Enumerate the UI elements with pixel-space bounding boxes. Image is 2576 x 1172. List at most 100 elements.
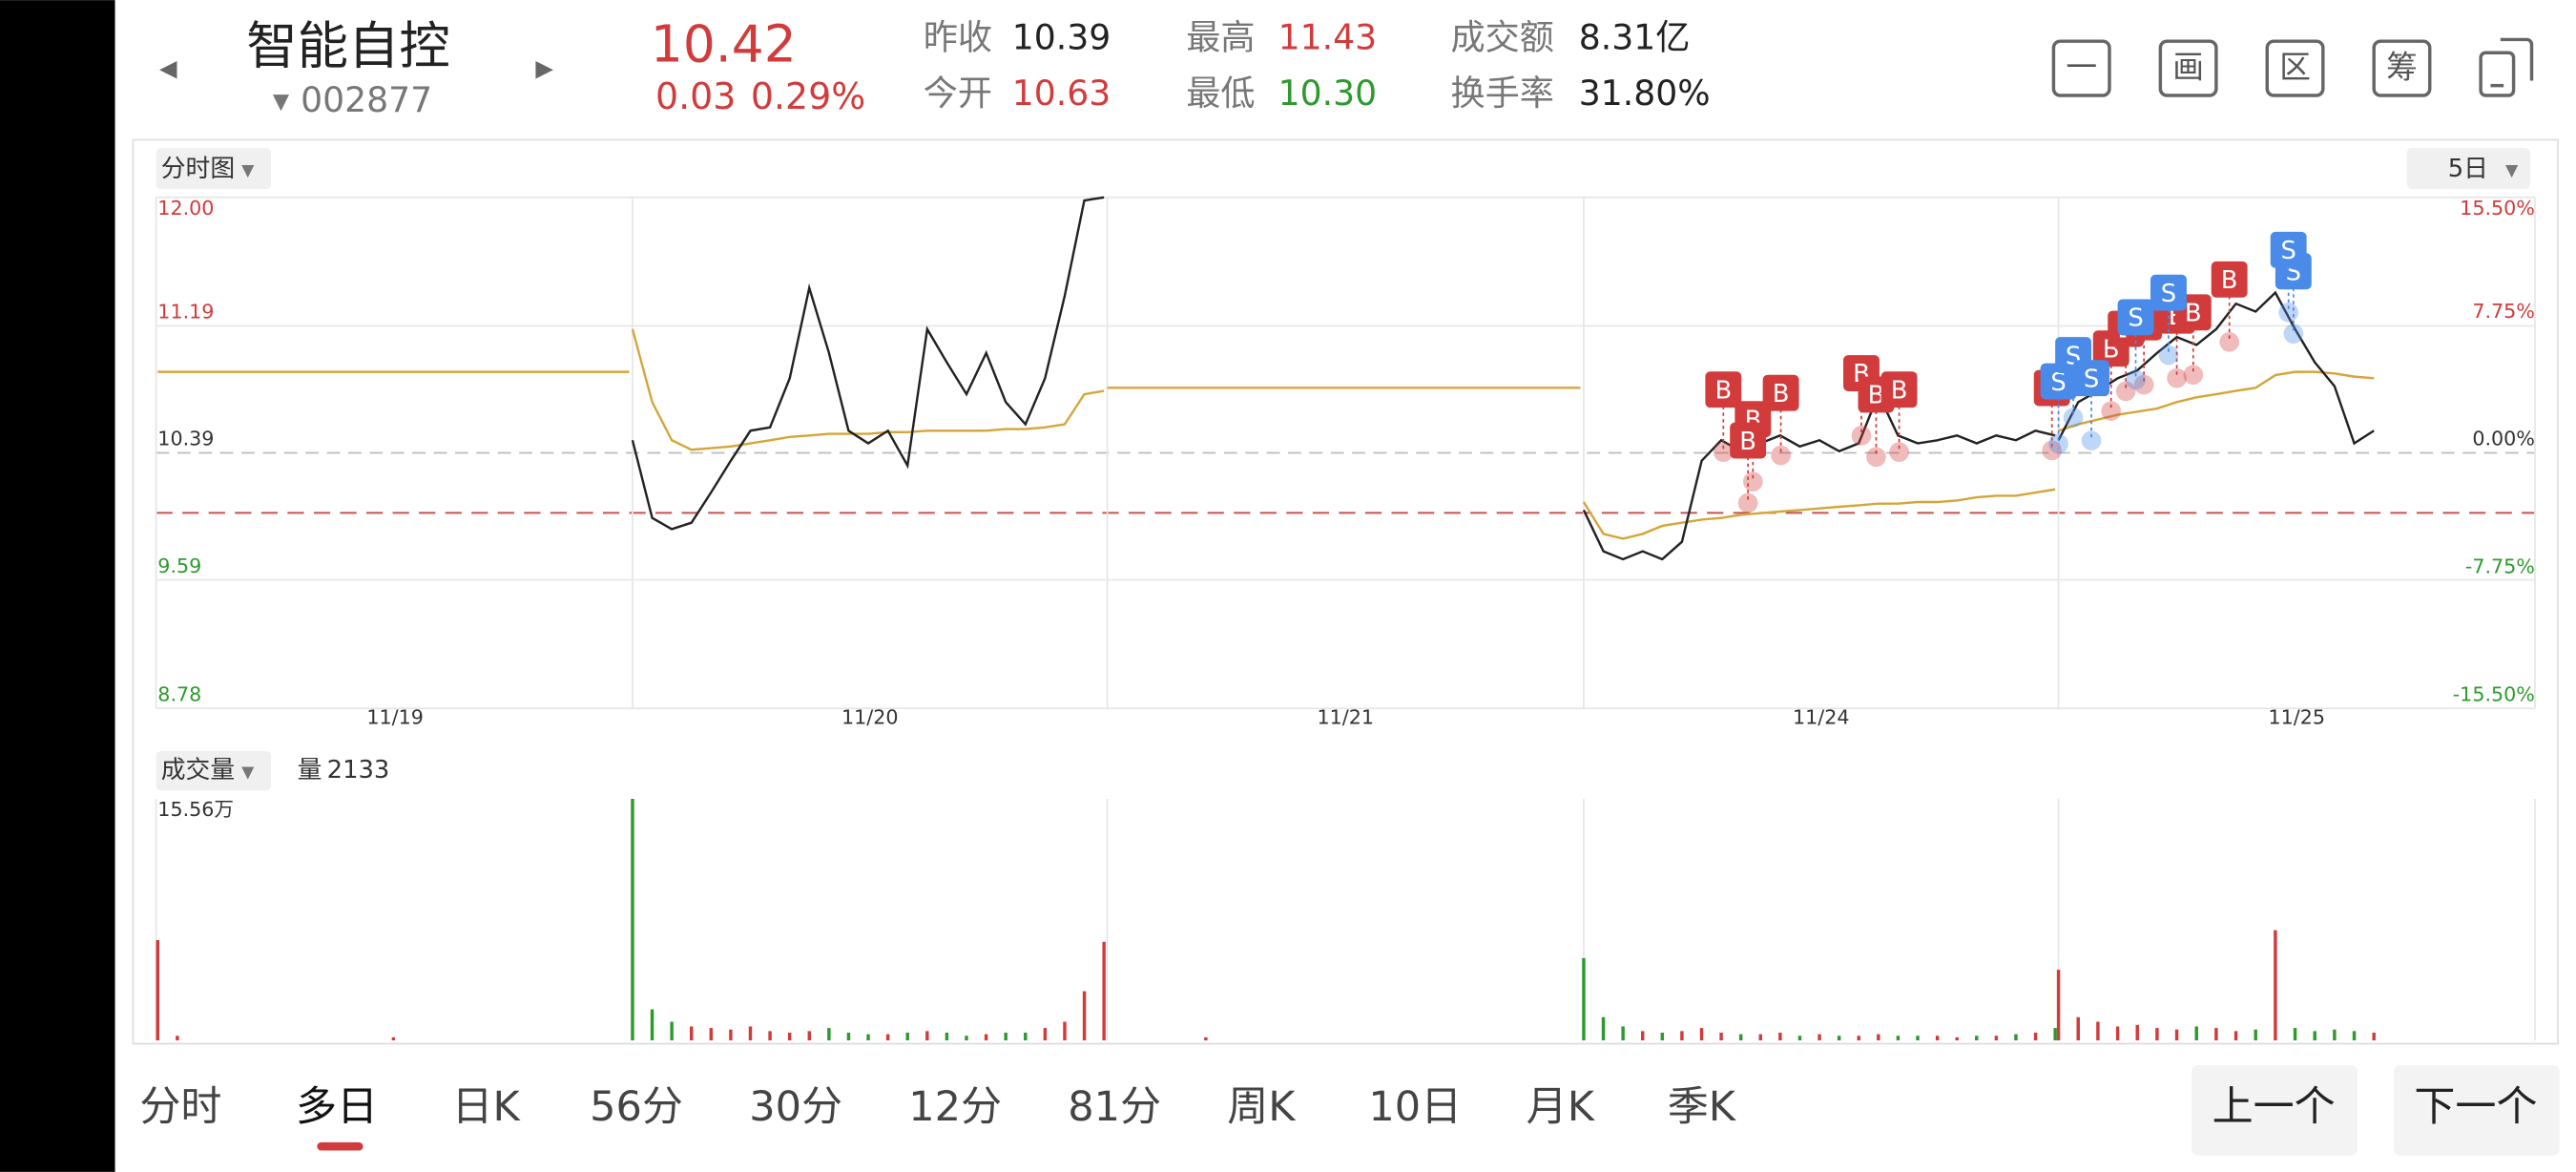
tool-button[interactable]: [2265, 39, 2325, 97]
volume-bar: [2254, 1029, 2257, 1041]
trade-marker[interactable]: [2117, 299, 2154, 336]
average-line: [1582, 488, 2056, 540]
tool-button[interactable]: [2158, 39, 2218, 97]
price-line: [2057, 290, 2375, 446]
marker-label: S: [2050, 368, 2066, 397]
marker-label: B: [1739, 428, 1756, 456]
period-button[interactable]: [2406, 148, 2530, 190]
tab[interactable]: 季K: [1668, 1083, 1737, 1131]
average-line: [631, 328, 1105, 451]
period-label: 5日: [2448, 155, 2488, 183]
trade-marker[interactable]: [1762, 374, 1799, 411]
stat-label: 昨收: [924, 16, 992, 57]
stat-value: 8.31亿: [1579, 16, 1691, 57]
tab[interactable]: 日K: [452, 1083, 522, 1131]
tab[interactable]: 月K: [1527, 1083, 1596, 1131]
volume-bar: [2115, 1026, 2120, 1041]
stat-label: 最高: [1186, 16, 1255, 57]
volume-bar: [1916, 1036, 1920, 1041]
trade-marker[interactable]: [2270, 231, 2307, 268]
next-arrow[interactable]: ▶: [535, 54, 553, 81]
volume-bar: [1877, 1034, 1880, 1041]
day-label: 11/21: [1318, 706, 1375, 729]
trade-marker[interactable]: [2073, 360, 2109, 397]
volume-bar: [2155, 1028, 2159, 1041]
volume-bar: [1719, 1032, 1723, 1041]
nav-button-label: 上一个: [2212, 1083, 2336, 1131]
trade-marker[interactable]: [2150, 274, 2187, 311]
marker-dot: [1866, 447, 1886, 468]
marker-dot: [2063, 408, 2084, 428]
tab[interactable]: 81分: [1068, 1083, 1161, 1131]
day-label: 11/24: [1793, 706, 1850, 729]
volume-bar: [945, 1032, 949, 1041]
chart-panel: [132, 138, 2559, 1045]
marker-label: S: [2280, 237, 2296, 265]
volume-label: 量: [298, 756, 322, 785]
trade-marker[interactable]: [2211, 261, 2248, 298]
tab[interactable]: 30分: [749, 1083, 842, 1131]
volume-bar: [1660, 1032, 1665, 1041]
trade-marker[interactable]: [1730, 422, 1767, 459]
tab[interactable]: 56分: [590, 1083, 683, 1131]
y-tick-label: 8.78: [157, 683, 201, 706]
tab[interactable]: 分时: [139, 1083, 221, 1131]
marker-label: B: [2185, 300, 2202, 328]
prev-arrow[interactable]: ◀: [159, 54, 177, 81]
tab[interactable]: 12分: [908, 1083, 1002, 1131]
mode-label: 分时图: [161, 155, 235, 183]
volume-bar: [631, 798, 634, 1041]
change: 0.03: [655, 75, 736, 117]
stat-value: 11.43: [1278, 16, 1378, 57]
volume-bar: [2096, 1021, 2100, 1041]
volume-bar: [1818, 1034, 1821, 1041]
trade-marker[interactable]: [1880, 371, 1918, 408]
volume-bar: [1935, 1036, 1940, 1041]
volume-bar: [2313, 1031, 2316, 1041]
phone-icon[interactable]: [2479, 37, 2534, 97]
volume-bar: [650, 1009, 654, 1041]
volume-bar: [2194, 1026, 2198, 1041]
volume-bar: [670, 1021, 674, 1041]
tool-button[interactable]: [2051, 39, 2111, 97]
marker-dot: [1771, 445, 1791, 466]
volume-button[interactable]: [156, 751, 272, 791]
marker-dot: [2133, 374, 2154, 395]
code-caret[interactable]: ▼: [273, 89, 290, 114]
volume-bar: [2233, 1031, 2238, 1041]
prev-button[interactable]: [2192, 1064, 2358, 1156]
volume-bar: [984, 1034, 988, 1041]
price: 10.42: [651, 14, 797, 74]
marker-dot: [1851, 426, 1872, 446]
next-button[interactable]: [2393, 1064, 2560, 1156]
volume-bar: [768, 1031, 772, 1041]
marker-dot: [2183, 365, 2204, 386]
marker-dot: [1737, 492, 1758, 513]
volume-bar: [2135, 1024, 2139, 1041]
tab[interactable]: 周K: [1227, 1083, 1297, 1131]
tab[interactable]: 多日: [296, 1083, 378, 1131]
trade-marker[interactable]: [1705, 371, 1742, 408]
mode-button[interactable]: [156, 148, 272, 190]
tool-button[interactable]: [2372, 39, 2432, 97]
tool-label: 一: [2066, 49, 2097, 85]
marker-dot: [2101, 401, 2122, 421]
volume-bar: [1082, 991, 1087, 1041]
marker-label: B: [1714, 376, 1732, 405]
volume-tick-label: 15.56万: [157, 798, 234, 821]
stat-value: 31.80%: [1579, 73, 1711, 114]
volume-bar: [1758, 1034, 1762, 1041]
volume-bar: [1975, 1036, 1979, 1041]
tab-indicator: [317, 1141, 364, 1151]
volume-bar: [729, 1029, 733, 1041]
volume-bar: [1699, 1028, 1704, 1041]
tool-label: 画: [2172, 49, 2204, 85]
stat-value: 10.30: [1278, 73, 1378, 114]
y-tick-label: 11.19: [157, 301, 214, 324]
tab[interactable]: 10日: [1368, 1083, 1462, 1131]
volume-bar: [905, 1032, 909, 1041]
marker-label: B: [2221, 266, 2238, 295]
volume-bar: [965, 1036, 968, 1041]
volume-bar: [1778, 1032, 1782, 1041]
